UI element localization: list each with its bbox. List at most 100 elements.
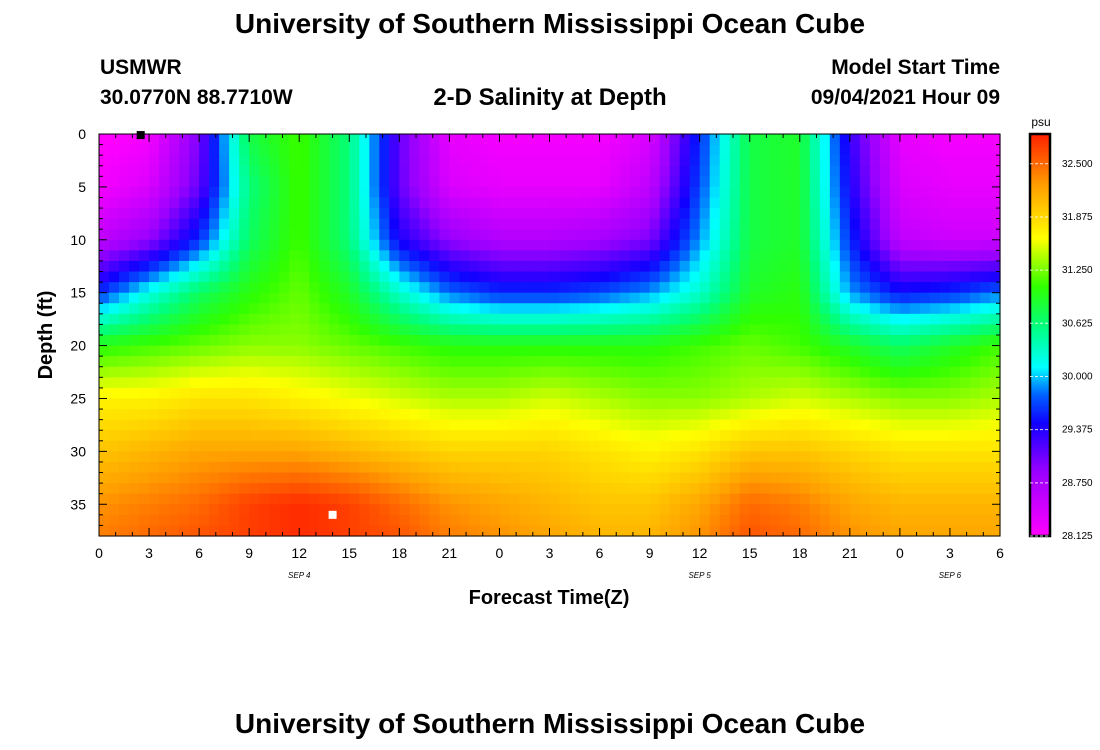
heatmap-cell [729,345,741,357]
heatmap-cell [789,134,801,146]
heatmap-cell [699,218,711,230]
heatmap-cell [629,292,641,304]
heatmap-cell [449,218,460,230]
heatmap-cell [399,260,410,273]
heatmap-cell [899,250,911,262]
heatmap-cell [459,504,471,516]
heatmap-cell [239,271,250,283]
heatmap-cell [839,176,851,188]
heatmap-cell [99,472,110,484]
heatmap-cell [159,260,170,273]
heatmap-cell [399,493,410,505]
heatmap-cell [359,451,370,463]
heatmap-cell [299,165,310,177]
heatmap-cell [559,483,571,495]
heatmap-cell [429,165,440,177]
heatmap-cell [809,493,821,505]
heatmap-cell [749,525,761,537]
heatmap-cell [159,409,170,421]
heatmap-cell [99,387,110,400]
heatmap-cell [509,260,521,273]
heatmap-cell [359,345,370,357]
heatmap-cell [399,387,410,400]
heatmap-cell [319,504,330,516]
heatmap-cell [249,366,260,378]
heatmap-cell [639,239,651,251]
heatmap-cell [139,483,150,495]
heatmap-cell [539,377,551,389]
heatmap-cell [179,239,190,251]
heatmap-cell [839,525,851,537]
heatmap-cell [99,451,110,463]
heatmap-cell [519,356,531,368]
heatmap-cell [829,504,841,516]
heatmap-cell [239,525,250,537]
heatmap-cell [969,144,981,156]
heatmap-cell [269,493,280,505]
heatmap-cell [779,165,791,177]
heatmap-cell [699,504,711,516]
heatmap-cell [639,387,651,400]
heatmap-cell [989,303,1001,315]
heatmap-cell [539,260,551,273]
heatmap-cell [259,461,270,474]
heatmap-cell [969,430,981,442]
heatmap-cell [919,165,931,177]
heatmap-cell [459,218,471,230]
heatmap-cell [859,144,871,156]
heatmap-cell [959,525,971,537]
heatmap-cell [579,525,591,537]
heatmap-cell [659,451,671,463]
heatmap-cell [569,229,581,241]
heatmap-cell [909,134,921,146]
heatmap-cell [649,292,661,304]
heatmap-cell [949,419,961,431]
heatmap-cell [639,292,651,304]
heatmap-cell [159,356,170,368]
heatmap-cell [719,155,731,167]
heatmap-cell [859,208,871,220]
heatmap-cell [929,282,941,294]
heatmap-cell [959,356,971,368]
heatmap-cell [219,250,230,262]
heatmap-cell [839,155,851,167]
heatmap-cell [439,303,450,315]
heatmap-cell [169,144,180,156]
heatmap-cell [819,440,831,452]
heatmap-cell [649,134,661,146]
heatmap-cell [569,461,581,474]
heatmap-cell [719,398,731,410]
heatmap-cell [399,483,410,495]
heatmap-cell [579,419,591,431]
heatmap-cell [159,461,170,474]
heatmap-cell [869,409,881,421]
heatmap-cell [429,398,440,410]
heatmap-cell [449,229,460,241]
heatmap-cell [539,356,551,368]
heatmap-cell [709,176,721,188]
heatmap-cell [809,134,821,146]
heatmap-cell [369,239,380,251]
heatmap-cell [459,197,471,209]
heatmap-cell [729,155,741,167]
heatmap-cell [699,271,711,283]
heatmap-cell [279,472,290,484]
heatmap-cell [189,292,200,304]
heatmap-cell [329,419,340,431]
heatmap-cell [809,303,821,315]
heatmap-cell [529,239,541,251]
heatmap-cell [709,430,721,442]
heatmap-cell [699,208,711,220]
heatmap-cell [839,398,851,410]
heatmap-cell [179,472,190,484]
heatmap-cell [389,514,400,527]
heatmap-cell [939,239,951,251]
heatmap-cell [569,335,581,347]
heatmap-cell [349,366,360,378]
heatmap-cell [319,419,330,431]
heatmap-cell [269,483,280,495]
heatmap-cell [949,430,961,442]
heatmap-cell [599,239,611,251]
heatmap-cell [99,504,110,516]
heatmap-cell [869,356,881,368]
